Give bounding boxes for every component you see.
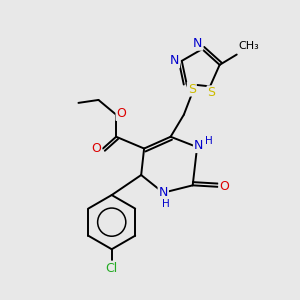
Text: O: O	[219, 180, 229, 193]
Text: O: O	[116, 107, 126, 120]
Text: H: H	[205, 136, 213, 146]
Text: N: N	[159, 186, 168, 199]
Text: N: N	[193, 37, 202, 50]
Text: N: N	[194, 139, 203, 152]
Text: H: H	[162, 200, 170, 209]
Text: Cl: Cl	[106, 262, 118, 275]
Text: O: O	[92, 142, 101, 155]
Text: S: S	[208, 86, 215, 99]
Text: S: S	[188, 82, 196, 95]
Text: CH₃: CH₃	[238, 41, 259, 51]
Text: N: N	[170, 54, 179, 68]
